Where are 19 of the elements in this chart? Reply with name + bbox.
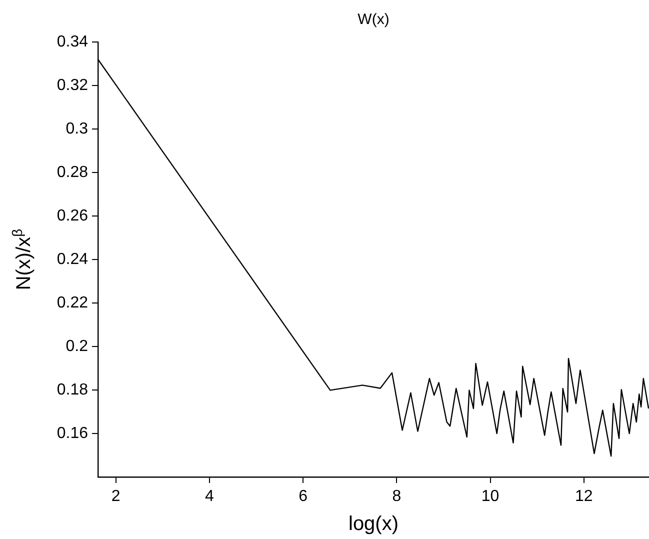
y-tick-label: 0.3 — [66, 120, 88, 138]
chart-title: W(x) — [358, 11, 390, 28]
y-tick-label: 0.24 — [56, 250, 88, 268]
y-tick-label: 0.34 — [56, 33, 88, 50]
y-tick-label: 0.18 — [56, 381, 88, 398]
y-tick-label: 0.2 — [66, 338, 88, 355]
x-axis-title: log(x) — [348, 513, 399, 535]
x-tick-label: 8 — [392, 488, 402, 506]
x-tick-label: 10 — [481, 488, 500, 506]
x-tick-label: 4 — [204, 488, 214, 506]
y-axis-title: N(x)/xβ — [9, 228, 35, 290]
x-tick-label: 2 — [111, 488, 120, 506]
x-tick-label: 12 — [575, 488, 593, 506]
y-tick-label: 0.28 — [56, 164, 88, 181]
y-tick-label: 0.32 — [56, 76, 88, 94]
y-tick-label: 0.22 — [56, 294, 88, 312]
y-tick-label: 0.26 — [56, 207, 88, 224]
y-tick-label: 0.16 — [56, 424, 88, 442]
x-tick-label: 6 — [298, 488, 308, 506]
